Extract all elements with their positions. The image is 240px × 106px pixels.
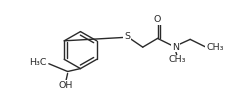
- Text: O: O: [154, 15, 161, 24]
- Text: CH₃: CH₃: [168, 55, 186, 64]
- Text: OH: OH: [59, 81, 73, 90]
- Text: H₃C: H₃C: [29, 58, 47, 67]
- Text: S: S: [124, 32, 130, 41]
- Text: N: N: [172, 43, 179, 52]
- Text: CH₃: CH₃: [206, 43, 224, 52]
